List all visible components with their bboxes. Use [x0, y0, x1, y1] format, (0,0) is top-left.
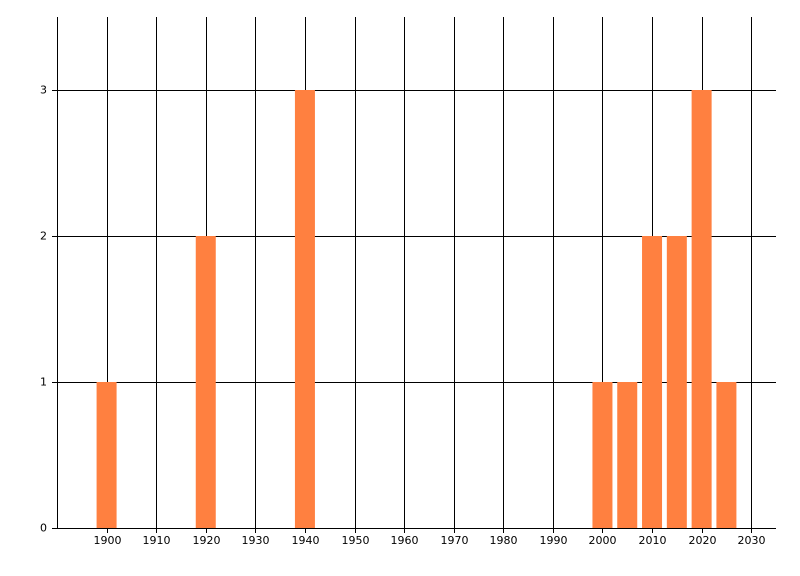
bar	[195, 236, 216, 528]
x-tick-label: 2020	[689, 534, 717, 547]
x-tick-label: 1950	[342, 534, 370, 547]
x-tick-label: 1920	[193, 534, 221, 547]
x-tick-label: 2030	[738, 534, 766, 547]
y-tick-label: 0	[40, 522, 47, 535]
x-tick-label: 1970	[441, 534, 469, 547]
x-tick-label: 1990	[540, 534, 568, 547]
bar	[716, 382, 737, 528]
x-tick-label: 1960	[391, 534, 419, 547]
x-tick-label: 2010	[639, 534, 667, 547]
bar	[666, 236, 687, 528]
y-tick-label: 2	[40, 230, 47, 243]
bar	[592, 382, 613, 528]
bar	[691, 90, 712, 528]
x-tick-label: 2000	[589, 534, 617, 547]
bar	[294, 90, 315, 528]
bar	[617, 382, 638, 528]
y-tick-label: 1	[40, 376, 47, 389]
y-tick-label: 3	[40, 84, 47, 97]
bar	[96, 382, 117, 528]
x-tick-label: 1940	[292, 534, 320, 547]
x-tick-label: 1910	[143, 534, 171, 547]
bar	[642, 236, 663, 528]
x-tick-label: 1930	[242, 534, 270, 547]
x-tick-label: 1900	[94, 534, 122, 547]
x-tick-label: 1980	[490, 534, 518, 547]
